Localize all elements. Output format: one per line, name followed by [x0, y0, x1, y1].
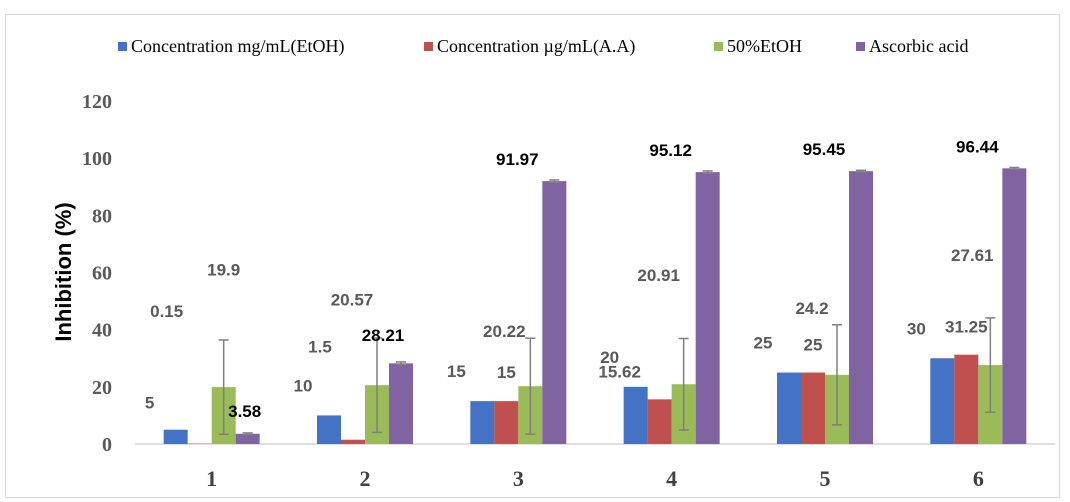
- bar-4-1: [235, 433, 260, 444]
- y-axis: 0 20 40 60 80 100 120: [82, 91, 112, 456]
- legend-item: 50%EtOH: [714, 36, 802, 56]
- bar-4-3: [542, 181, 567, 444]
- data-label: 20: [600, 348, 619, 367]
- error-bar: [218, 339, 229, 436]
- x-tick-label: 3: [513, 466, 524, 491]
- bar-1-2: [317, 415, 341, 444]
- data-label: 31.25: [945, 318, 988, 337]
- y-tick-label: 120: [82, 91, 112, 113]
- error-bar: [525, 337, 536, 435]
- data-label: 15: [497, 363, 516, 382]
- data-label: 96.44: [956, 137, 999, 156]
- error-bar: [1009, 166, 1020, 170]
- data-label: 20.22: [483, 322, 526, 341]
- error-bar: [549, 179, 560, 184]
- data-label: 3.58: [228, 402, 261, 421]
- data-label: 20.91: [637, 266, 680, 285]
- bars: [163, 168, 1027, 444]
- bar-4-2: [389, 363, 413, 444]
- bar-2-5: [801, 372, 825, 444]
- data-label: 28.21: [362, 326, 405, 345]
- y-tick-label: 0: [102, 434, 112, 456]
- data-label: 20.57: [331, 290, 374, 309]
- error-bar: [832, 324, 842, 426]
- legend-swatch: [714, 42, 723, 51]
- error-bar: [702, 170, 713, 175]
- y-tick-label: 100: [82, 148, 112, 170]
- legend-swatch: [424, 42, 433, 51]
- error-bar: [396, 361, 406, 366]
- legend-swatch: [118, 42, 127, 51]
- bar-1-6: [930, 358, 955, 444]
- bar-2-4: [647, 399, 672, 444]
- legend-item: Concentration µg/mL(A.A): [424, 36, 635, 57]
- data-label: 15.62: [598, 362, 641, 381]
- legend-label: Concentration µg/mL(A.A): [437, 36, 635, 57]
- error-bar: [856, 169, 866, 173]
- data-label: 0.15: [150, 302, 183, 321]
- data-labels: 5 10 15 20 25 30 0.15 1.5 15 15.62 25 31.25 19.9 20.5…: [145, 137, 999, 421]
- bar-1-1: [163, 429, 188, 444]
- bar-1-5: [777, 372, 801, 444]
- error-bars: [218, 166, 1020, 436]
- x-tick-label: 5: [820, 466, 831, 491]
- bar-1-4: [623, 386, 648, 444]
- x-tick-label: 6: [973, 466, 984, 491]
- error-bar: [372, 337, 382, 434]
- data-label: 10: [294, 376, 313, 395]
- legend-item: Concentration mg/mL(EtOH): [118, 36, 344, 57]
- y-tick-label: 80: [92, 205, 112, 227]
- x-tick-label: 2: [360, 466, 371, 491]
- legend-label: 50%EtOH: [727, 36, 802, 56]
- data-label: 25: [804, 336, 823, 355]
- legend-label: Concentration mg/mL(EtOH): [131, 36, 344, 57]
- data-label: 1.5: [308, 338, 332, 357]
- legend-label: Ascorbic acid: [869, 36, 968, 56]
- bar-2-2: [341, 439, 365, 444]
- y-axis-label: Inhibition (%): [51, 202, 76, 341]
- bar-1-3: [470, 401, 495, 444]
- data-label: 91.97: [496, 150, 539, 169]
- bar-2-3: [494, 401, 519, 444]
- data-label: 19.9: [207, 260, 240, 279]
- y-tick-label: 40: [92, 320, 112, 342]
- data-label: 15: [447, 362, 466, 381]
- data-label: 24.2: [795, 299, 828, 318]
- error-bar: [985, 317, 996, 413]
- bar-4-5: [849, 171, 873, 444]
- data-label: 95.45: [803, 140, 846, 159]
- error-bar: [242, 432, 253, 436]
- legend-swatch: [856, 42, 865, 51]
- bar-4-4: [695, 172, 720, 444]
- x-tick-label: 4: [666, 466, 677, 491]
- x-axis: 1 2 3 4 5 6: [135, 443, 1055, 491]
- data-label: 5: [145, 393, 154, 412]
- data-label: 95.12: [649, 141, 692, 160]
- legend: Concentration mg/mL(EtOH) Concentration µ…: [118, 36, 968, 57]
- legend-item: Ascorbic acid: [856, 36, 968, 56]
- y-tick-label: 60: [92, 263, 112, 285]
- data-label: 30: [907, 319, 926, 338]
- data-label: 25: [754, 334, 773, 353]
- bar-4-6: [1002, 168, 1027, 444]
- y-tick-label: 20: [92, 377, 112, 399]
- x-tick-label: 1: [206, 466, 217, 491]
- data-label: 27.61: [951, 246, 994, 265]
- bar-2-6: [954, 354, 979, 444]
- error-bar: [678, 337, 689, 431]
- chart-frame: [5, 14, 1060, 498]
